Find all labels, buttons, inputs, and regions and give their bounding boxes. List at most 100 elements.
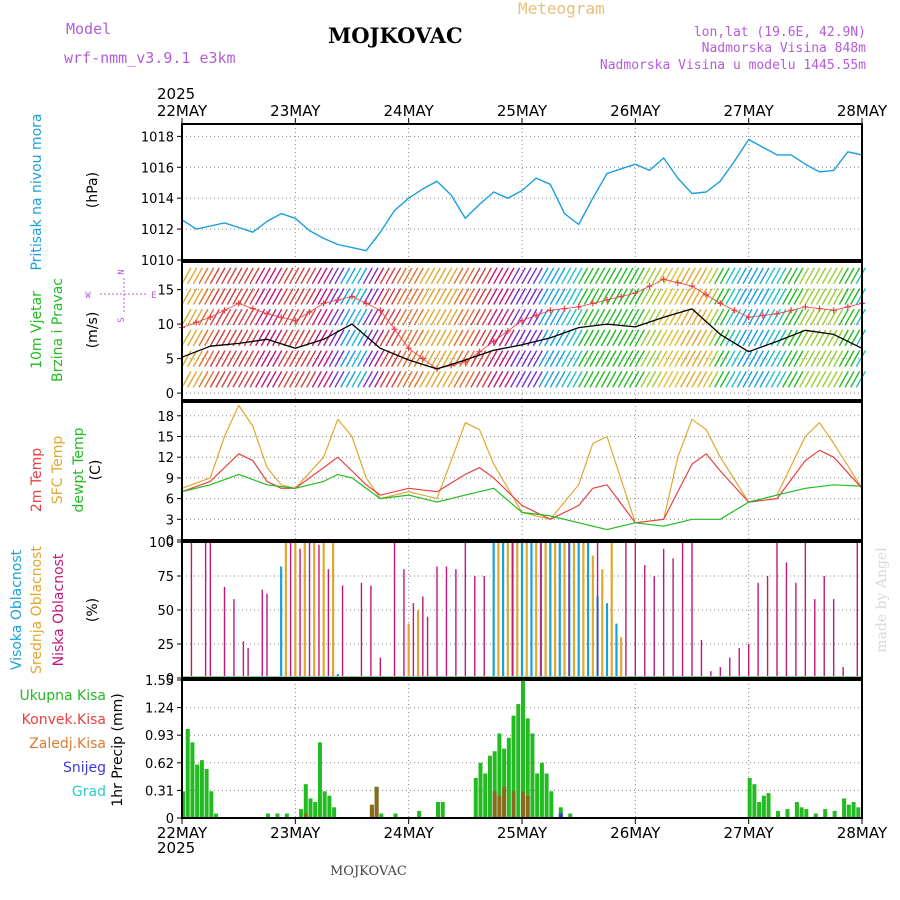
wind-barb (328, 370, 339, 388)
wind-barb (770, 308, 781, 326)
bottom-date-label: 25MAY (497, 824, 548, 842)
wind-barb (634, 308, 645, 326)
wind-barb (436, 267, 447, 285)
wind-barb (776, 370, 787, 388)
wind-barb (748, 267, 759, 285)
wind-barb (379, 308, 390, 326)
wind-barb (408, 308, 419, 326)
wind-barb (470, 370, 481, 388)
wind-barb (527, 350, 538, 367)
wind-barb (459, 350, 470, 367)
wind-barb (192, 267, 203, 285)
wind-barb (719, 370, 730, 388)
wind-barb (708, 288, 719, 305)
wind-barb (413, 267, 424, 285)
wind-barb (504, 370, 515, 388)
wind-barb (612, 267, 623, 285)
wind-barb (379, 370, 390, 388)
precip-bar (776, 810, 780, 818)
wind-barb (674, 288, 685, 305)
wind-unit: (m/s) (85, 312, 101, 349)
wind-barb (306, 308, 317, 326)
wind-barb (249, 329, 260, 347)
wind-barb (799, 329, 810, 347)
wind-barb (731, 370, 742, 388)
wind-barb (833, 267, 844, 285)
top-date-label: 27MAY (724, 102, 775, 120)
wind-barb (328, 308, 339, 326)
wind-barb (266, 308, 277, 326)
wind-barb (198, 308, 209, 326)
wind-barb (311, 308, 322, 326)
wind-barb (651, 288, 662, 305)
wind-barb (476, 288, 487, 305)
wind-barb (765, 350, 776, 367)
cloud-unit: (%) (85, 598, 101, 622)
wind-barb (787, 329, 798, 347)
wind-barb (748, 370, 759, 388)
wind-barb (838, 267, 849, 285)
wind-barb (470, 308, 481, 326)
y-tick-label: 0 (166, 812, 174, 827)
wind-barb (697, 350, 708, 367)
wind-barb (317, 267, 328, 285)
precip-bar (266, 813, 270, 818)
wind-barb (787, 288, 798, 305)
precip-bar (823, 809, 828, 818)
precip-bar (204, 769, 209, 818)
wind-barb (187, 308, 198, 326)
wind-barb (538, 267, 549, 285)
wind-barb (572, 370, 583, 388)
bottom-date-label: 24MAY (384, 824, 435, 842)
wind-barb (844, 267, 855, 285)
wind-barb (351, 350, 362, 367)
wind-barb (668, 350, 679, 367)
year-top: 2025 (157, 85, 195, 103)
wind-barb (447, 288, 458, 305)
wind-barb (277, 288, 288, 305)
wind-barb (527, 370, 538, 388)
wind-barb (827, 288, 838, 305)
wind-barb (855, 267, 866, 285)
wind-barb (402, 370, 413, 388)
wind-barb (385, 267, 396, 285)
wind-barb (515, 308, 526, 326)
wind-barb (680, 370, 691, 388)
wind-barb (816, 370, 827, 388)
wind-barb (311, 350, 322, 367)
wind-barb (782, 350, 793, 367)
wind-barb (731, 267, 742, 285)
wind-barb (606, 350, 617, 367)
wind-barb (425, 329, 436, 347)
wind-barb (198, 267, 209, 285)
wind-barb (799, 267, 810, 285)
wind-barb (583, 370, 594, 388)
wind-barb (855, 308, 866, 326)
wind-barb (306, 329, 317, 347)
wind-barb (470, 267, 481, 285)
wind-barb (442, 288, 453, 305)
wind-barb (544, 267, 555, 285)
wind-barb (396, 350, 407, 367)
wind-barb (408, 329, 419, 347)
gust-line (181, 278, 863, 370)
precip-bar (487, 755, 492, 818)
precip-bar (303, 813, 308, 818)
wind-barb (374, 370, 385, 388)
wind-barb (725, 288, 736, 305)
wind-barb (379, 267, 390, 285)
wind-barb (453, 350, 464, 367)
precip-bar (369, 804, 374, 818)
wind-barb (572, 288, 583, 305)
wind-barb (532, 308, 543, 326)
wind-barb (385, 308, 396, 326)
wind-barb (334, 350, 345, 367)
wind-barb (243, 267, 254, 285)
wind-barb (742, 329, 753, 347)
wind-barb (600, 329, 611, 347)
wind-barb (793, 308, 804, 326)
wind-barb (612, 288, 623, 305)
sfc-side-label: SFC Temp (50, 436, 66, 505)
wind-barb (447, 308, 458, 326)
wind-barb (425, 370, 436, 388)
